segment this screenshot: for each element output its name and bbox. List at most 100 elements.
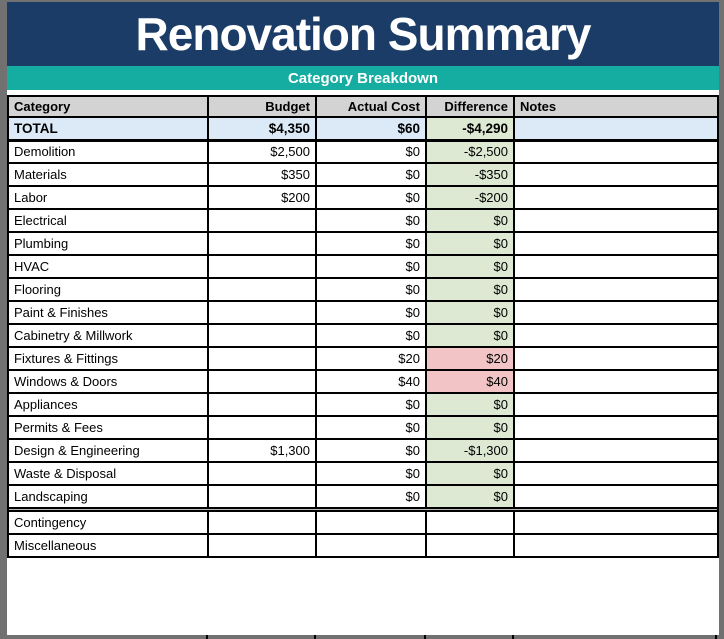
table-row[interactable]: Windows & Doors $40 $40 xyxy=(7,369,719,394)
budget-cell[interactable] xyxy=(207,300,317,325)
table-row[interactable]: HVAC $0 $0 xyxy=(7,254,719,279)
actual-cost-cell[interactable]: $60 xyxy=(315,116,427,142)
table-row[interactable]: Electrical $0 $0 xyxy=(7,208,719,233)
category-cell[interactable]: Contingency xyxy=(7,510,209,535)
column-header-budget[interactable]: Budget xyxy=(207,95,317,118)
table-row[interactable]: Cabinetry & Millwork $0 $0 xyxy=(7,323,719,348)
table-row[interactable]: Plumbing $0 $0 xyxy=(7,231,719,256)
total-row[interactable]: TOTAL $4,350 $60 -$4,290 xyxy=(7,116,719,142)
table-row[interactable]: Demolition $2,500 $0 -$2,500 xyxy=(7,139,719,164)
budget-cell[interactable] xyxy=(207,254,317,279)
column-header-actual-cost[interactable]: Actual Cost xyxy=(315,95,427,118)
category-cell[interactable]: Electrical xyxy=(7,208,209,233)
actual-cost-cell[interactable]: $0 xyxy=(315,300,427,325)
budget-cell[interactable]: $4,350 xyxy=(207,116,317,142)
budget-cell[interactable]: $350 xyxy=(207,162,317,187)
actual-cost-cell[interactable]: $0 xyxy=(315,461,427,486)
difference-cell[interactable]: -$200 xyxy=(425,185,515,210)
column-header-notes[interactable]: Notes xyxy=(513,95,719,118)
actual-cost-cell[interactable]: $0 xyxy=(315,392,427,417)
category-cell[interactable]: Flooring xyxy=(7,277,209,302)
notes-cell[interactable] xyxy=(513,533,719,558)
notes-cell[interactable] xyxy=(513,510,719,535)
budget-cell[interactable] xyxy=(207,323,317,348)
table-row[interactable]: Paint & Finishes $0 $0 xyxy=(7,300,719,325)
category-cell[interactable]: Landscaping xyxy=(7,484,209,509)
difference-cell[interactable]: $0 xyxy=(425,254,515,279)
budget-cell[interactable] xyxy=(207,484,317,509)
budget-cell[interactable] xyxy=(207,510,317,535)
notes-cell[interactable] xyxy=(513,369,719,394)
budget-cell[interactable]: $200 xyxy=(207,185,317,210)
notes-cell[interactable] xyxy=(513,116,719,142)
column-header-difference[interactable]: Difference xyxy=(425,95,515,118)
category-cell[interactable]: Fixtures & Fittings xyxy=(7,346,209,371)
difference-cell[interactable]: $0 xyxy=(425,323,515,348)
table-row[interactable]: Waste & Disposal $0 $0 xyxy=(7,461,719,486)
difference-cell[interactable]: $0 xyxy=(425,300,515,325)
budget-cell[interactable] xyxy=(207,346,317,371)
budget-cell[interactable]: $1,300 xyxy=(207,438,317,463)
table-row[interactable]: Miscellaneous xyxy=(7,533,719,558)
difference-cell[interactable]: $40 xyxy=(425,369,515,394)
difference-cell[interactable]: $0 xyxy=(425,415,515,440)
notes-cell[interactable] xyxy=(513,254,719,279)
difference-cell[interactable] xyxy=(425,510,515,535)
actual-cost-cell[interactable]: $0 xyxy=(315,323,427,348)
difference-cell[interactable]: $0 xyxy=(425,208,515,233)
budget-cell[interactable]: $2,500 xyxy=(207,139,317,164)
budget-cell[interactable] xyxy=(207,231,317,256)
notes-cell[interactable] xyxy=(513,208,719,233)
notes-cell[interactable] xyxy=(513,438,719,463)
actual-cost-cell[interactable]: $0 xyxy=(315,139,427,164)
difference-cell[interactable]: -$2,500 xyxy=(425,139,515,164)
category-cell[interactable]: Plumbing xyxy=(7,231,209,256)
actual-cost-cell[interactable]: $0 xyxy=(315,231,427,256)
table-row[interactable]: Materials $350 $0 -$350 xyxy=(7,162,719,187)
category-cell[interactable]: Windows & Doors xyxy=(7,369,209,394)
notes-cell[interactable] xyxy=(513,139,719,164)
budget-cell[interactable] xyxy=(207,392,317,417)
actual-cost-cell[interactable]: $0 xyxy=(315,484,427,509)
difference-cell[interactable] xyxy=(425,533,515,558)
notes-cell[interactable] xyxy=(513,461,719,486)
notes-cell[interactable] xyxy=(513,484,719,509)
category-cell[interactable]: HVAC xyxy=(7,254,209,279)
table-row[interactable]: Labor $200 $0 -$200 xyxy=(7,185,719,210)
difference-cell[interactable]: $0 xyxy=(425,392,515,417)
section-header-bar[interactable]: Category Breakdown xyxy=(7,66,719,90)
budget-cell[interactable] xyxy=(207,533,317,558)
difference-cell[interactable]: $0 xyxy=(425,277,515,302)
actual-cost-cell[interactable] xyxy=(315,510,427,535)
category-cell[interactable]: Labor xyxy=(7,185,209,210)
category-cell[interactable]: Miscellaneous xyxy=(7,533,209,558)
category-cell[interactable]: Waste & Disposal xyxy=(7,461,209,486)
category-cell[interactable]: Paint & Finishes xyxy=(7,300,209,325)
table-row[interactable]: Fixtures & Fittings $20 $20 xyxy=(7,346,719,371)
table-row[interactable]: Design & Engineering $1,300 $0 -$1,300 xyxy=(7,438,719,463)
difference-cell[interactable]: -$4,290 xyxy=(425,116,515,142)
actual-cost-cell[interactable]: $0 xyxy=(315,438,427,463)
actual-cost-cell[interactable]: $20 xyxy=(315,346,427,371)
actual-cost-cell[interactable] xyxy=(315,533,427,558)
actual-cost-cell[interactable]: $0 xyxy=(315,254,427,279)
category-cell[interactable]: Materials xyxy=(7,162,209,187)
category-cell[interactable]: Permits & Fees xyxy=(7,415,209,440)
notes-cell[interactable] xyxy=(513,346,719,371)
difference-cell[interactable]: $0 xyxy=(425,484,515,509)
table-row[interactable]: Flooring $0 $0 xyxy=(7,277,719,302)
difference-cell[interactable]: -$1,300 xyxy=(425,438,515,463)
budget-cell[interactable] xyxy=(207,461,317,486)
actual-cost-cell[interactable]: $40 xyxy=(315,369,427,394)
table-row[interactable]: Contingency xyxy=(7,510,719,535)
title-banner[interactable]: Renovation Summary xyxy=(7,2,719,66)
difference-cell[interactable]: $0 xyxy=(425,231,515,256)
category-cell[interactable]: TOTAL xyxy=(7,116,209,142)
actual-cost-cell[interactable]: $0 xyxy=(315,277,427,302)
category-cell[interactable]: Design & Engineering xyxy=(7,438,209,463)
budget-cell[interactable] xyxy=(207,208,317,233)
category-cell[interactable]: Cabinetry & Millwork xyxy=(7,323,209,348)
notes-cell[interactable] xyxy=(513,162,719,187)
budget-cell[interactable] xyxy=(207,415,317,440)
table-row[interactable]: Appliances $0 $0 xyxy=(7,392,719,417)
